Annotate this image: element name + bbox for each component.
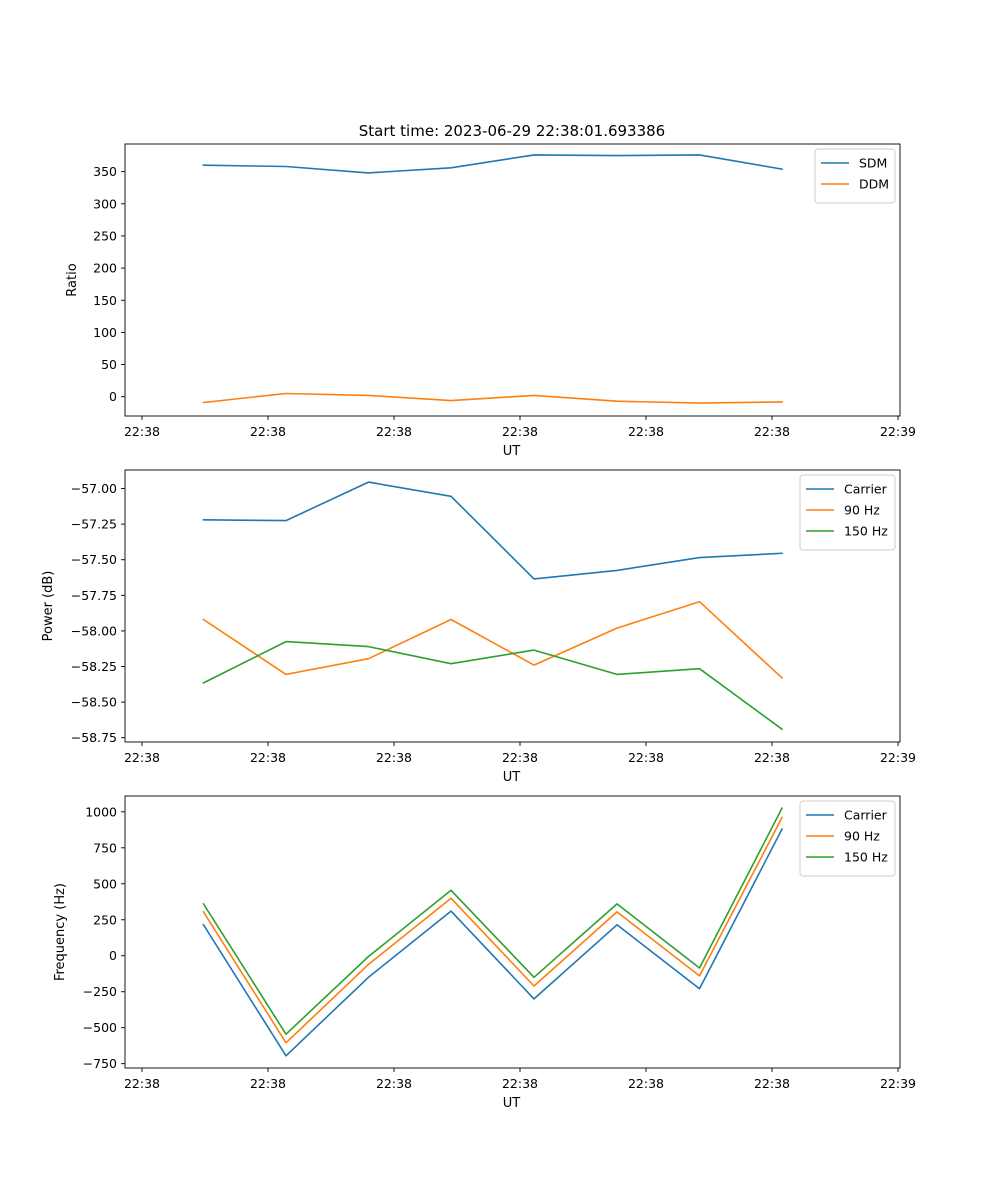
y-tick-label: 1000 <box>85 804 117 819</box>
x-tick-label: 22:38 <box>250 1076 286 1091</box>
x-tick-label: 22:38 <box>376 750 412 765</box>
series-line-90-hz <box>202 816 784 1044</box>
x-tick-label: 22:39 <box>880 424 916 439</box>
series-line-150-hz <box>202 807 784 1035</box>
y-tick-label: 150 <box>93 293 117 308</box>
chart-panel-1: 0 50 100 150 200 250 300 350 22:38 22:38 22:38 22:3… <box>65 143 916 459</box>
axes-frame <box>124 143 901 417</box>
y-tick-label: −58.25 <box>71 659 117 674</box>
x-tick-label: 22:38 <box>754 1076 790 1091</box>
axes-frame <box>124 795 901 1069</box>
series-line-90-hz <box>202 600 784 680</box>
y-tick-label: 250 <box>93 912 117 927</box>
x-tick-label: 22:38 <box>628 1076 664 1091</box>
x-tick-label: 22:38 <box>502 424 538 439</box>
y-tick-label: −500 <box>83 1020 117 1035</box>
y-tick-label: −57.50 <box>71 552 117 567</box>
x-tick-label: 22:38 <box>502 1076 538 1091</box>
y-tick-label: 0 <box>109 948 117 963</box>
figure-title: Start time: 2023-06-29 22:38:01.693386 <box>359 122 665 140</box>
y-tick-label: −750 <box>83 1056 117 1071</box>
y-tick-label: 300 <box>93 196 117 211</box>
y-tick-label: 250 <box>93 228 117 243</box>
x-axis-label: UT <box>503 1096 521 1111</box>
y-tick-label: −58.75 <box>71 730 117 745</box>
y-tick-label: 500 <box>93 876 117 891</box>
legend-label: Carrier <box>844 482 888 497</box>
y-axis-label: Frequency (Hz) <box>53 883 68 981</box>
y-tick-label: 750 <box>93 840 117 855</box>
y-tick-label: 0 <box>109 389 117 404</box>
chart-panel-2: −58.75 −58.50 −58.25 −58.00 −57.75 −57.50 −57.… <box>41 469 916 785</box>
x-tick-label: 22:38 <box>250 424 286 439</box>
x-axis-label: UT <box>503 444 521 459</box>
x-tick-label: 22:38 <box>376 1076 412 1091</box>
legend-label: Carrier <box>844 808 888 823</box>
series-line-ddm <box>202 392 783 404</box>
x-tick-label: 22:38 <box>124 750 160 765</box>
legend: Carrier 90 Hz 150 Hz <box>799 800 896 877</box>
y-tick-label: −57.00 <box>71 481 117 496</box>
series-line-carrier <box>202 481 783 580</box>
x-tick-label: 22:38 <box>754 750 790 765</box>
legend: Carrier 90 Hz 150 Hz <box>799 474 896 551</box>
chart-panel-3: −750 −500 −250 0 250 500 750 1000 22:38 22:38 22:3… <box>53 795 916 1111</box>
y-tick-label: 200 <box>93 261 117 276</box>
x-tick-label: 22:38 <box>250 750 286 765</box>
axes-frame <box>124 469 901 743</box>
y-tick-label: 100 <box>93 325 117 340</box>
series-line-sdm <box>202 154 783 174</box>
x-tick-label: 22:38 <box>124 1076 160 1091</box>
legend-label: 150 Hz <box>844 524 888 539</box>
series-line-150-hz <box>202 640 784 731</box>
x-tick-label: 22:38 <box>754 424 790 439</box>
series-line-carrier <box>202 828 784 1057</box>
x-tick-label: 22:38 <box>376 424 412 439</box>
legend-label: DDM <box>859 177 889 192</box>
y-tick-label: 350 <box>93 164 117 179</box>
y-tick-label: −57.75 <box>71 588 117 603</box>
legend-label: SDM <box>859 156 887 171</box>
x-tick-label: 22:38 <box>124 424 160 439</box>
legend-label: 150 Hz <box>844 850 888 865</box>
x-tick-label: 22:38 <box>628 750 664 765</box>
y-tick-label: −57.25 <box>71 517 117 532</box>
x-tick-label: 22:38 <box>502 750 538 765</box>
y-axis-label: Ratio <box>65 263 80 296</box>
x-tick-label: 22:39 <box>880 1076 916 1091</box>
y-tick-label: −250 <box>83 984 117 999</box>
y-tick-label: −58.00 <box>71 623 117 638</box>
legend-label: 90 Hz <box>844 503 880 518</box>
x-tick-label: 22:39 <box>880 750 916 765</box>
y-tick-label: 50 <box>101 357 117 372</box>
legend-label: 90 Hz <box>844 829 880 844</box>
y-tick-label: −58.50 <box>71 695 117 710</box>
legend: SDM DDM <box>814 148 896 204</box>
y-axis-label: Power (dB) <box>41 571 56 642</box>
x-axis-label: UT <box>503 770 521 785</box>
x-tick-label: 22:38 <box>628 424 664 439</box>
